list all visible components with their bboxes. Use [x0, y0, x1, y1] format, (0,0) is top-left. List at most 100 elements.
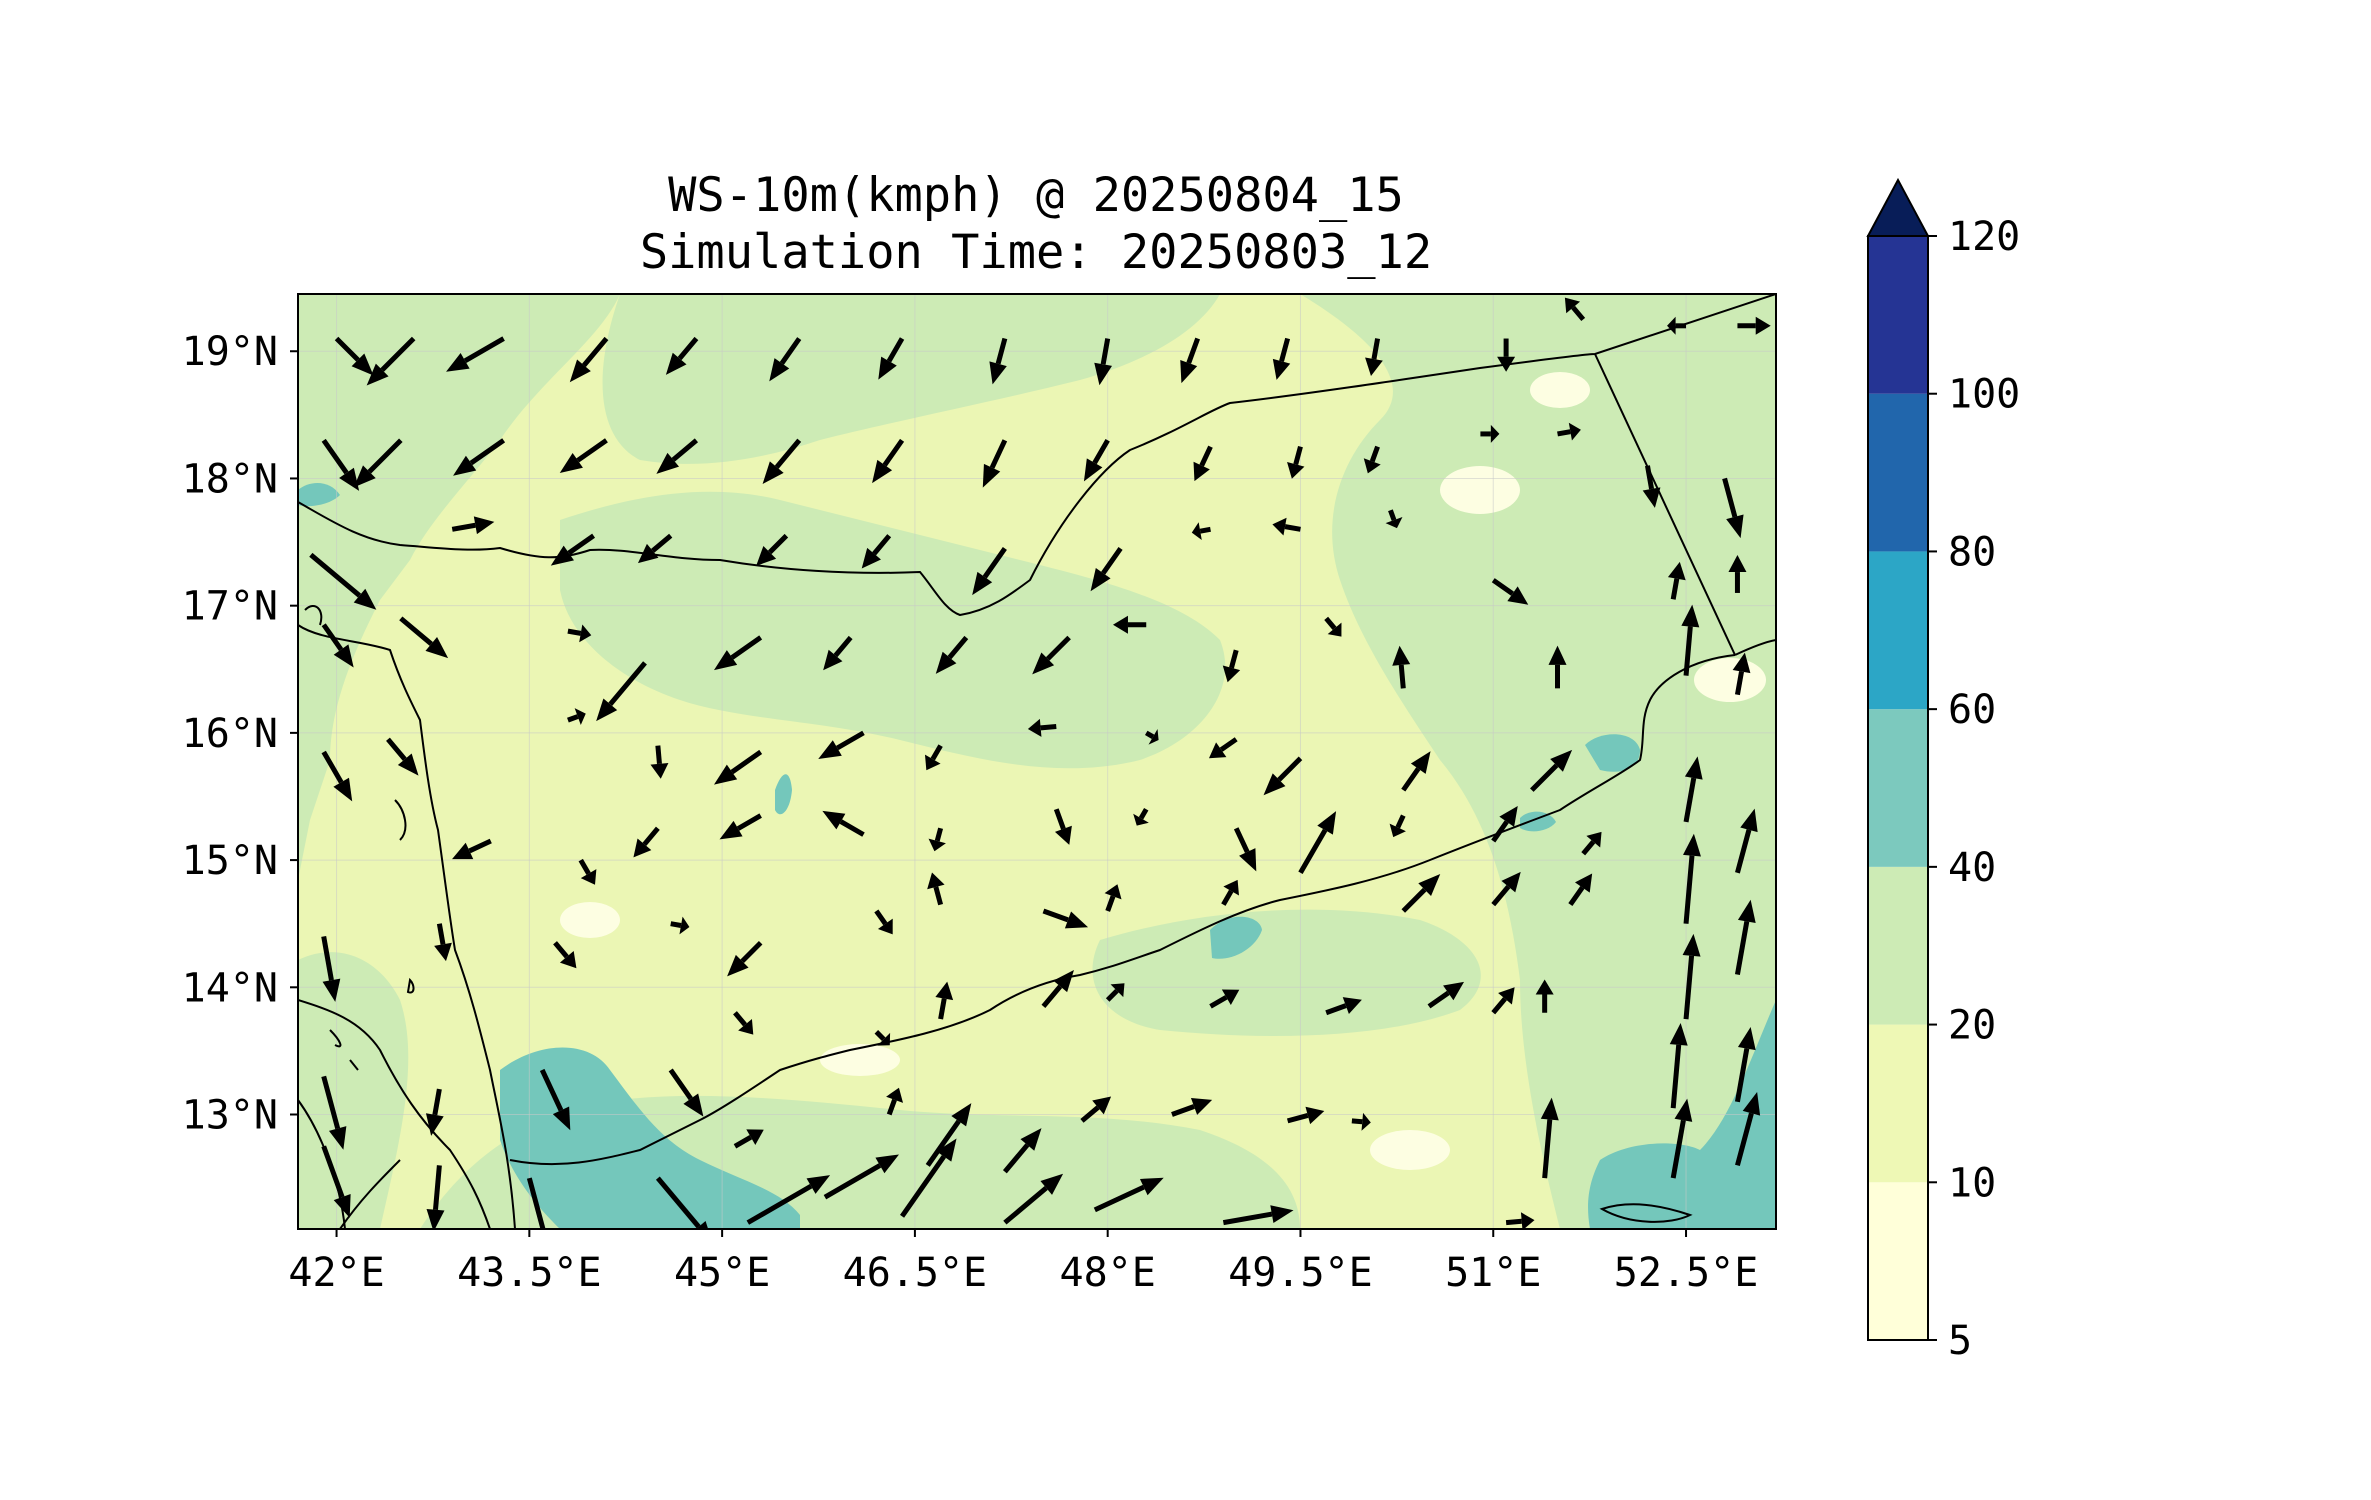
- wind-arrow: [1505, 1212, 1535, 1229]
- oman-yemen-border: [1594, 353, 1736, 656]
- wind-arrow: [1427, 981, 1465, 1009]
- y-axis-ticks: 19°N 18°N 17°N 16°N 15°N 14°N 13°N: [182, 329, 298, 1139]
- colorbar-tick-label: 20: [1948, 1003, 1996, 1049]
- wind-arrow: [1093, 1177, 1164, 1213]
- contour-5-10-patch: [1370, 1130, 1450, 1170]
- y-tick-label: 14°N: [182, 965, 278, 1011]
- wind-arrow: [924, 744, 943, 771]
- wind-arrow: [321, 623, 354, 668]
- wind-arrow: [1497, 338, 1516, 372]
- contour-20-40-gulf: [1092, 909, 1481, 1036]
- wind-arrow: [1032, 635, 1071, 675]
- y-tick-label: 15°N: [182, 838, 278, 884]
- x-tick-label: 46.5°E: [843, 1250, 988, 1296]
- contour-20-40-west: [298, 294, 620, 880]
- colorbar-frame: [1867, 235, 1929, 1341]
- wind-arrow: [665, 336, 699, 375]
- wind-arrow: [1324, 616, 1342, 637]
- wind-arrow: [713, 635, 763, 671]
- map-panel: [297, 293, 1777, 1230]
- wind-arrow: [567, 708, 586, 726]
- red-sea-islands: [329, 1029, 359, 1071]
- contour-20-40-sw: [298, 952, 409, 1229]
- wind-arrow: [1363, 445, 1381, 474]
- wind-arrow: [822, 810, 865, 837]
- wind-arrow: [769, 337, 802, 382]
- y-tick-label: 16°N: [182, 711, 278, 757]
- wind-arrow: [1642, 465, 1661, 508]
- farasan-islands: [304, 605, 415, 994]
- wind-arrow: [1365, 338, 1383, 376]
- wind-arrow: [818, 730, 865, 760]
- wind-arrow: [1737, 316, 1771, 335]
- colorbar-ticks: 5 10 20 40 60 80 100 120: [1928, 214, 2020, 1364]
- wind-speed-contours: [298, 294, 1776, 1229]
- wind-arrow: [1681, 604, 1700, 676]
- contour-5-10-patch: [1440, 466, 1520, 514]
- wind-arrow: [1209, 989, 1240, 1009]
- wind-arrow: [1325, 997, 1362, 1016]
- african-inland-border: [339, 1159, 401, 1229]
- wind-arrow: [1735, 808, 1758, 874]
- wind-arrow: [874, 1030, 891, 1046]
- wind-arrow: [446, 336, 505, 372]
- wind-arrow: [426, 1165, 445, 1229]
- wind-arrow: [1683, 833, 1701, 924]
- x-tick-label: 49.5°E: [1228, 1250, 1373, 1296]
- wind-vectors: [309, 297, 1771, 1229]
- wind-arrow: [1287, 446, 1305, 479]
- wind-arrow: [1557, 422, 1581, 441]
- y-tick-label: 17°N: [182, 584, 278, 630]
- yemen-gulf-of-aden-coast: [509, 654, 1736, 1166]
- wind-arrow: [1191, 522, 1211, 541]
- wind-arrow: [453, 438, 506, 476]
- x-tick-label: 45°E: [674, 1250, 770, 1296]
- wind-arrow: [1221, 879, 1239, 906]
- map-gridlines: [298, 294, 1776, 1229]
- wind-arrow: [1180, 337, 1201, 384]
- wind-arrow: [334, 336, 374, 376]
- wind-arrow: [1053, 808, 1072, 845]
- wind-arrow: [550, 533, 596, 566]
- wind-arrow: [1041, 969, 1074, 1008]
- socotra-island: [1599, 1203, 1693, 1223]
- wind-arrow: [935, 635, 969, 674]
- wind-arrow: [719, 813, 762, 840]
- wind-arrow: [1669, 1022, 1688, 1109]
- y-tick-label: 13°N: [182, 1093, 278, 1139]
- wind-arrow: [539, 1068, 571, 1131]
- wind-arrow: [321, 1075, 347, 1150]
- contour-20-40-east: [1300, 294, 1776, 1229]
- wind-arrow: [668, 1068, 704, 1117]
- wind-arrow: [1002, 1128, 1042, 1174]
- colorbar-segments: [1868, 236, 1928, 1340]
- wind-arrow: [559, 438, 608, 473]
- wind-arrow: [1581, 831, 1602, 856]
- colorbar-segment: [1868, 866, 1928, 1025]
- wind-arrow: [861, 534, 892, 569]
- wind-arrow: [872, 438, 905, 484]
- wind-arrow: [1233, 827, 1257, 872]
- wind-arrow: [1540, 1097, 1559, 1179]
- wind-arrow: [733, 1129, 764, 1149]
- wind-arrow: [366, 336, 416, 386]
- wind-arrow: [1298, 811, 1337, 875]
- wind-arrow: [989, 337, 1008, 385]
- wind-arrow: [1564, 297, 1586, 322]
- wind-arrow: [1732, 652, 1751, 696]
- wind-arrow: [567, 624, 592, 643]
- wind-arrow: [1734, 899, 1756, 976]
- wind-arrow: [1080, 1096, 1112, 1123]
- wind-arrow: [1401, 874, 1441, 913]
- colorbar-tick-label: 60: [1948, 687, 1996, 733]
- contour-5-10-patch: [560, 902, 620, 938]
- wind-arrow: [972, 546, 1007, 596]
- colorbar-tick-label: 5: [1948, 1318, 1972, 1364]
- wind-arrow: [982, 439, 1008, 488]
- wind-arrow: [321, 935, 341, 1002]
- wind-arrow: [823, 635, 853, 671]
- colorbar-tick-label: 10: [1948, 1160, 1996, 1206]
- wind-arrow: [925, 1103, 972, 1167]
- wind-arrow: [1133, 807, 1149, 826]
